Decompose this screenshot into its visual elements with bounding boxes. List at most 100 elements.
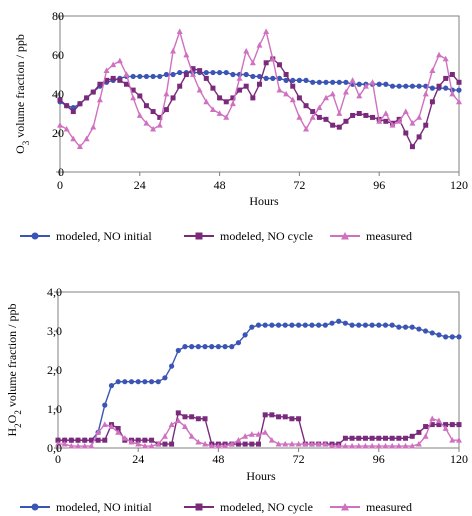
data-point: [243, 83, 249, 89]
data-point: [395, 442, 402, 449]
data-point: [235, 441, 241, 447]
data-point: [202, 416, 208, 422]
data-point: [90, 123, 97, 130]
data-point: [188, 433, 195, 439]
data-point: [142, 379, 148, 385]
data-point: [362, 435, 368, 441]
data-point: [288, 440, 295, 447]
data-point: [349, 322, 355, 328]
legend-label-modeled-no-initial: modeled, NO initial: [56, 500, 152, 514]
data-point: [269, 412, 275, 418]
data-point: [61, 440, 68, 447]
data-point: [95, 437, 101, 443]
data-point: [269, 55, 276, 62]
data-point: [362, 322, 369, 328]
data-point: [229, 100, 236, 107]
data-point: [124, 81, 129, 87]
data-point: [382, 442, 389, 449]
data-point: [283, 72, 289, 77]
data-point: [157, 73, 163, 80]
data-point: [70, 135, 77, 142]
data-point: [282, 322, 288, 328]
data-point: [330, 79, 336, 85]
data-point: [130, 73, 136, 80]
data-point: [170, 71, 176, 78]
data-point: [409, 120, 416, 126]
data-point: [363, 112, 369, 118]
y-ticks-o3: 0 20 40 60 80: [52, 9, 64, 179]
data-point: [310, 109, 316, 115]
data-point: [415, 440, 422, 447]
data-point: [177, 83, 183, 89]
data-point: [389, 442, 396, 449]
data-point: [236, 75, 243, 81]
data-point: [456, 437, 462, 443]
data-point: [255, 431, 262, 437]
data-point: [336, 318, 342, 324]
data-point: [303, 125, 310, 132]
series-measured: [57, 28, 462, 150]
data-point: [275, 440, 282, 447]
y-ticks-h2o2: 0,0 1,0 2,0 3,0 4,0: [47, 285, 62, 455]
data-point: [409, 83, 416, 89]
data-point: [295, 440, 302, 447]
data-point: [130, 87, 136, 93]
data-point: [322, 322, 328, 328]
data-point: [442, 55, 449, 62]
data-point: [403, 83, 409, 89]
data-point: [162, 375, 168, 381]
data-point: [396, 435, 402, 441]
data-point: [181, 423, 188, 429]
data-point: [409, 324, 415, 330]
data-point: [203, 69, 209, 76]
data-point: [110, 75, 116, 81]
data-point: [163, 71, 169, 78]
data-point: [242, 441, 248, 447]
data-point: [255, 322, 262, 328]
data-point: [115, 429, 122, 435]
data-point: [296, 95, 302, 101]
y-tick-label: 0,0: [47, 441, 62, 455]
data-point: [228, 440, 235, 447]
series-line: [59, 58, 460, 148]
data-point: [269, 322, 275, 328]
data-point: [362, 442, 369, 449]
data-point: [169, 441, 175, 447]
chart-h2o2: 0 24 48 72 96 120 0,0 1,0 2,0 3,0 4,0 Hours H2O2 …: [5, 285, 468, 514]
data-point: [190, 71, 196, 77]
data-point: [356, 92, 363, 99]
data-point: [216, 110, 223, 116]
data-point: [336, 110, 343, 116]
legend-item-modeled-no-initial: modeled, NO initial: [20, 229, 152, 243]
data-point: [95, 429, 102, 435]
data-point: [296, 322, 302, 328]
data-point: [396, 324, 402, 330]
data-point: [376, 81, 382, 87]
data-point: [149, 437, 155, 443]
data-point: [335, 442, 342, 449]
data-point: [402, 442, 409, 449]
data-point: [209, 106, 216, 112]
data-point: [283, 77, 289, 83]
y-axis-title-o3: O3 volume fraction / ppb: [13, 34, 31, 154]
y-tick-label: 4,0: [47, 285, 62, 299]
data-point: [429, 85, 435, 91]
data-point: [256, 42, 263, 48]
data-point: [262, 429, 269, 435]
data-point: [215, 442, 222, 449]
data-point: [442, 425, 449, 431]
data-point: [161, 433, 168, 439]
data-point: [355, 442, 362, 449]
x-tick-label: 72: [293, 452, 305, 466]
legend-label-measured: measured: [366, 229, 412, 243]
data-point: [396, 118, 403, 124]
data-point: [156, 122, 163, 128]
data-point: [76, 143, 83, 150]
data-point: [143, 103, 149, 109]
data-point: [449, 334, 455, 340]
data-point: [376, 322, 382, 328]
data-point: [202, 344, 208, 350]
series-modeled-no-cycle: [55, 410, 462, 447]
data-point: [248, 431, 255, 437]
data-point: [310, 79, 316, 85]
